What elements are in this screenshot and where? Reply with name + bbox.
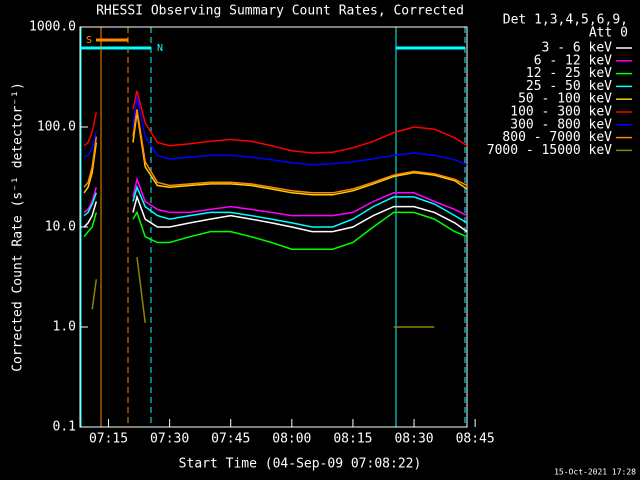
x-axis-label: Start Time (04-Sep-09 07:08:22) <box>179 457 422 472</box>
legend-label: 6 - 12 keV <box>534 53 612 68</box>
series-line <box>83 194 468 233</box>
legend-header: Att 0 <box>589 26 628 41</box>
series-line <box>83 210 468 250</box>
y-tick-label: 100.0 <box>37 120 76 135</box>
legend-label: 800 - 7000 keV <box>502 130 612 145</box>
y-tick-label: 1000.0 <box>29 20 76 35</box>
plot-frame <box>79 26 468 428</box>
series-line <box>83 184 468 228</box>
y-tick-label: 0.1 <box>53 420 76 435</box>
series-line <box>83 96 468 166</box>
legend-label: 7000 - 15000 keV <box>487 143 612 158</box>
x-tick-label: 08:15 <box>333 432 372 447</box>
legend-label: 100 - 300 keV <box>510 105 612 120</box>
chart-title: RHESSI Observing Summary Count Rates, Co… <box>96 4 464 19</box>
legend-label: 300 - 800 keV <box>510 117 612 132</box>
legend-label: 50 - 100 keV <box>518 92 612 107</box>
flag-label: S <box>86 35 92 46</box>
legend-label: 25 - 50 keV <box>526 79 612 94</box>
flag-label: N <box>157 43 163 54</box>
x-tick-label: 08:00 <box>272 432 311 447</box>
series-line <box>83 109 468 194</box>
legend-label: 12 - 25 keV <box>526 66 612 81</box>
y-tick-label: 1.0 <box>53 320 76 335</box>
series-line <box>83 176 468 217</box>
timestamp: 15-Oct-2021 17:28 <box>554 468 636 477</box>
series-line <box>91 257 435 328</box>
x-tick-label: 08:30 <box>394 432 433 447</box>
x-tick-label: 07:45 <box>211 432 250 447</box>
x-tick-label: 07:15 <box>89 432 128 447</box>
legend-label: 3 - 6 keV <box>542 41 613 56</box>
series-line <box>83 90 468 154</box>
y-tick-label: 10.0 <box>45 220 76 235</box>
legend-header: Det 1,3,4,5,6,9, <box>503 13 628 28</box>
x-tick-label: 08:45 <box>456 432 495 447</box>
y-axis-label: Corrected Count Rate (s⁻¹ detector⁻¹) <box>11 82 26 372</box>
x-tick-label: 07:30 <box>150 432 189 447</box>
series-line <box>83 112 468 196</box>
